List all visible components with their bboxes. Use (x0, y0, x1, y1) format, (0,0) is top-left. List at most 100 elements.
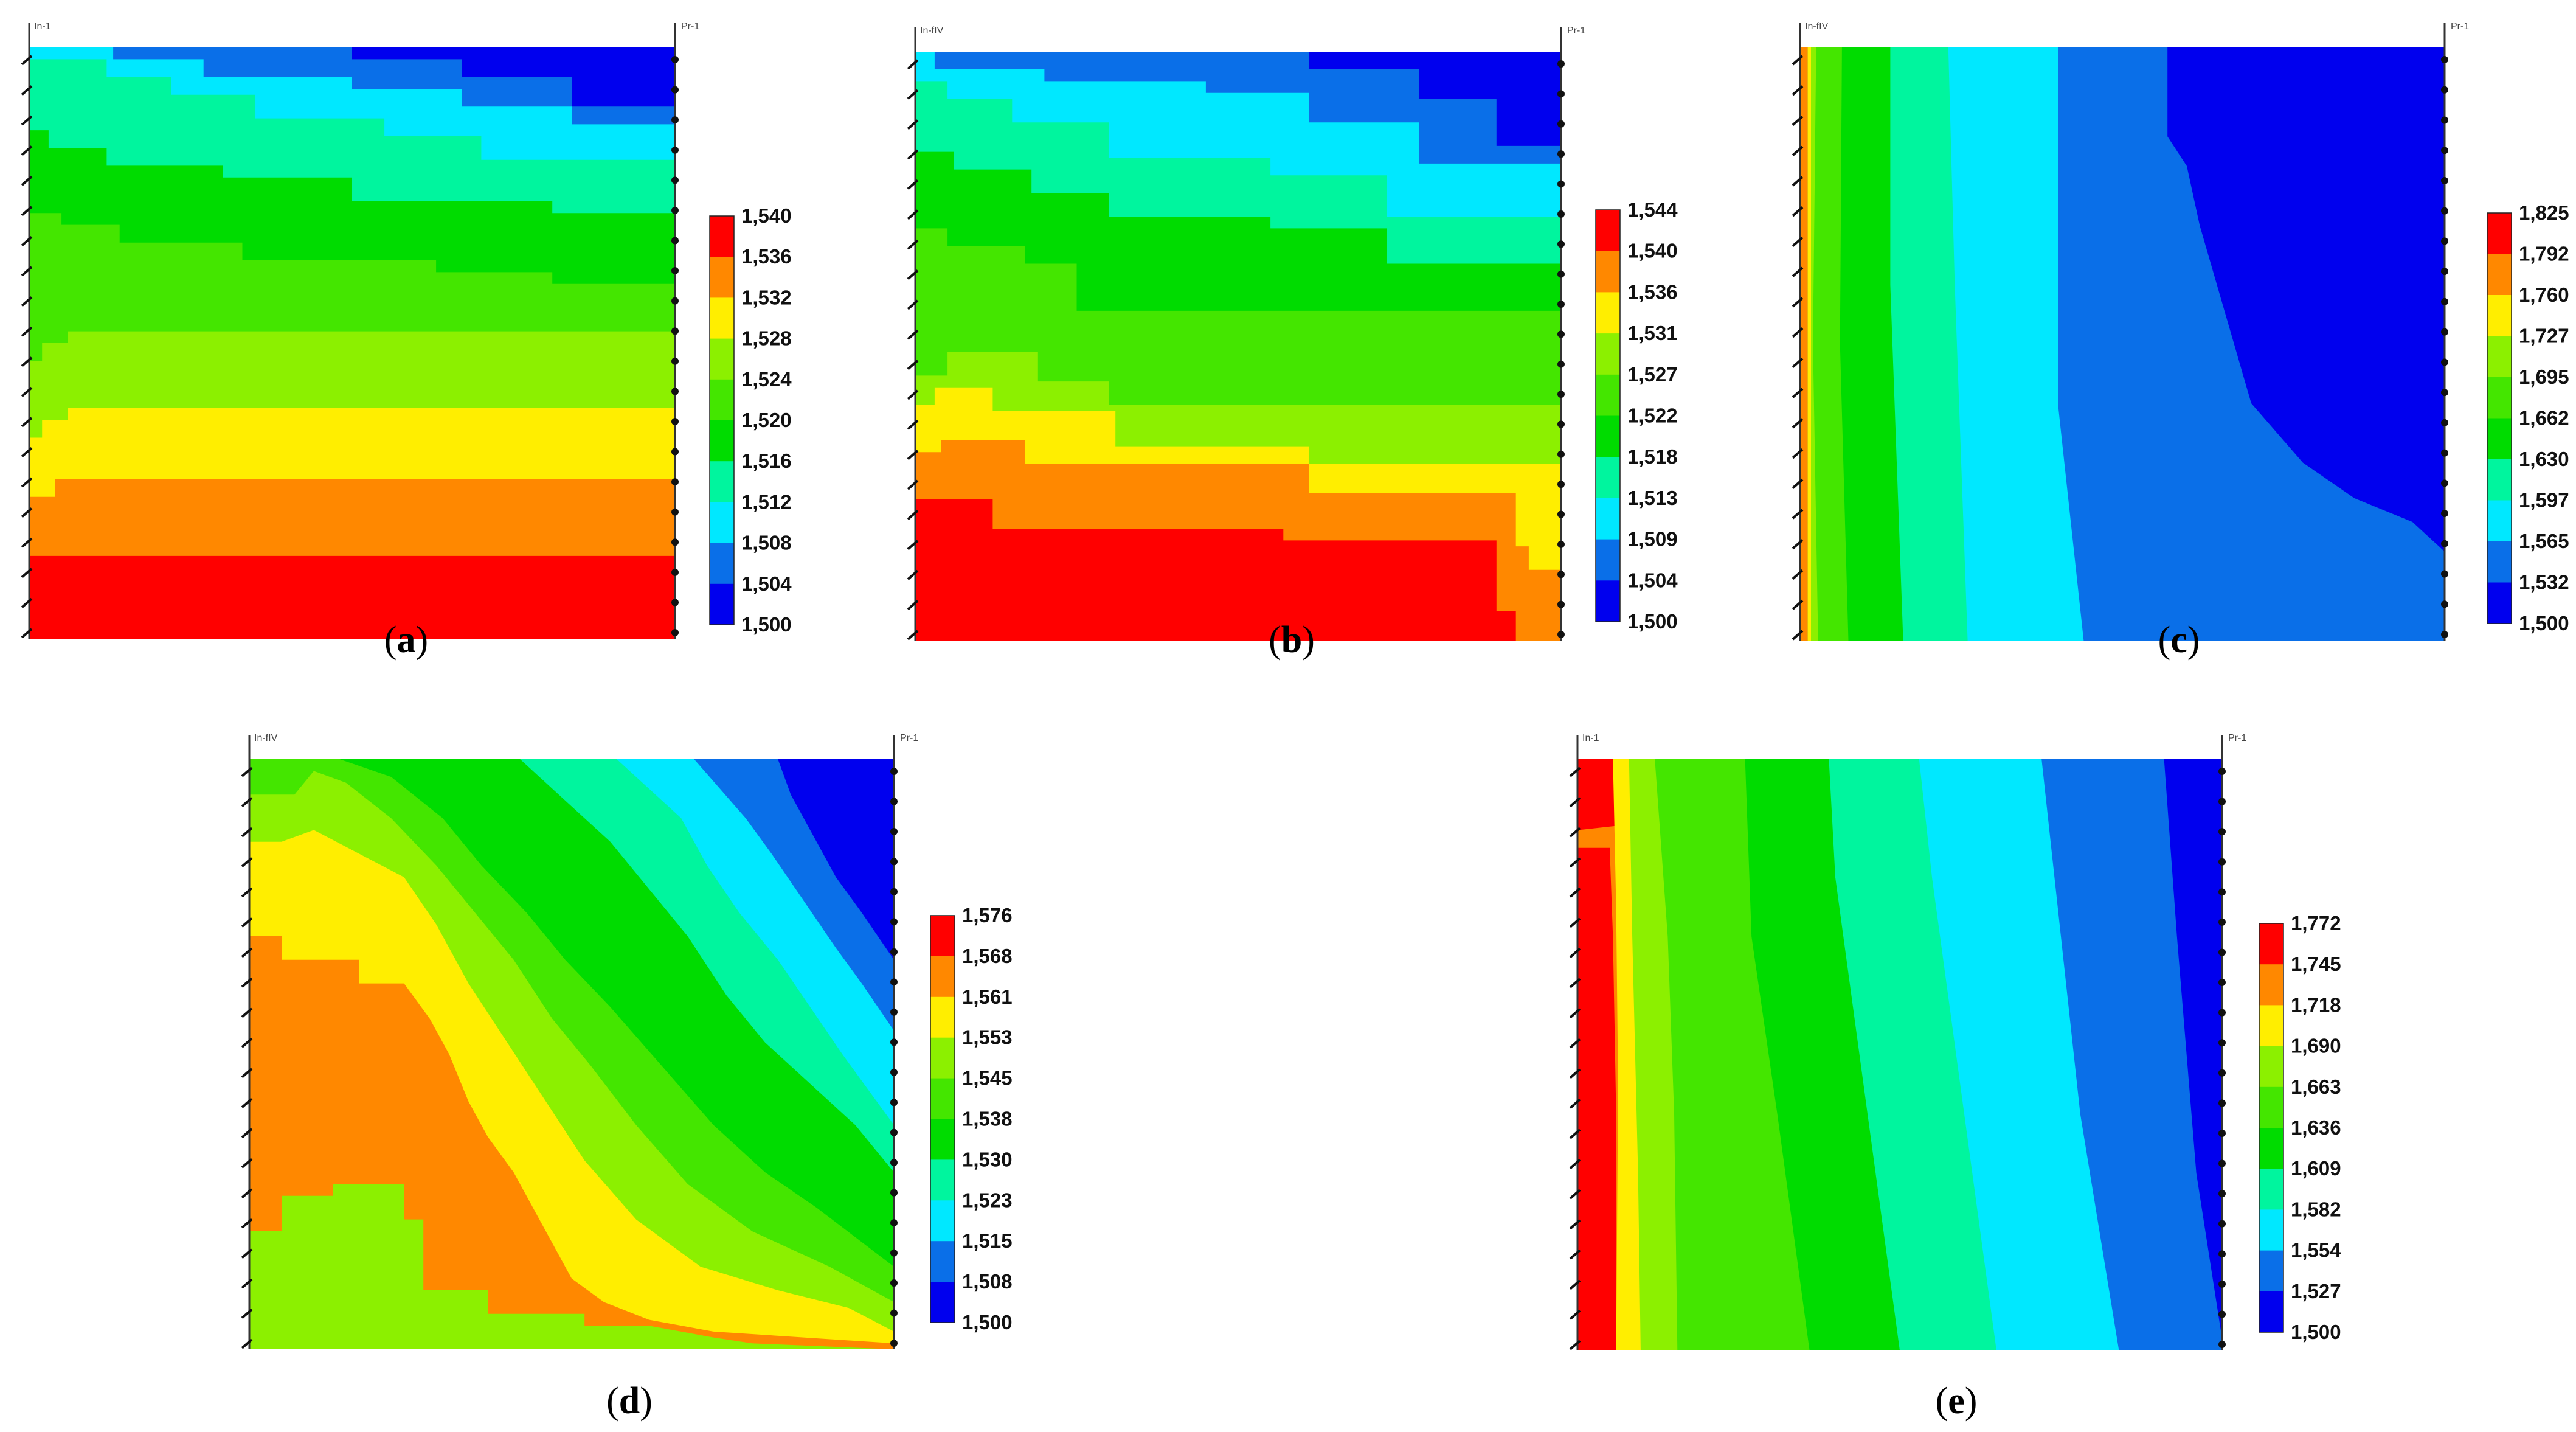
colorbar-segment (1596, 539, 1620, 581)
producer-perforation-mark (1557, 150, 1565, 158)
colorbar-segment (710, 216, 734, 257)
injector-perforation-mark (1569, 1249, 1581, 1260)
producer-perforation-mark (2218, 828, 2226, 836)
producer-perforation-mark (2218, 858, 2226, 866)
producer-perforation-mark (2441, 237, 2448, 245)
colorbar-segment (2487, 254, 2512, 296)
colorbar-tick-label: 1,509 (1627, 528, 1678, 551)
injector-perforation-mark (241, 977, 253, 988)
producer-perforation-mark (1557, 210, 1565, 218)
producer-perforation-mark (1557, 60, 1565, 68)
colorbar-segment (1596, 498, 1620, 540)
producer-perforation-mark (1557, 600, 1565, 608)
colorbar-segment (2487, 336, 2512, 378)
injector-perforation-mark (1792, 478, 1804, 489)
colorbar-segment (2259, 1209, 2283, 1251)
colorbar-segment (2487, 213, 2512, 254)
colorbar-segment (2487, 377, 2512, 419)
injector-perforation-mark (1569, 1279, 1581, 1290)
panel-caption: (e) (1936, 1380, 1978, 1422)
producer-perforation-mark (2218, 768, 2226, 775)
colorbar-tick-label: 1,516 (741, 450, 792, 472)
colorbar-segment (710, 502, 734, 544)
injector-perforation-mark (1569, 1128, 1581, 1139)
colorbar-tick-label: 1,727 (2519, 325, 2569, 347)
producer-well-label: Pr-1 (1567, 26, 1585, 36)
producer-perforation-mark (890, 858, 898, 866)
producer-perforation-mark (671, 116, 679, 124)
injector-perforation-mark (21, 507, 33, 518)
injector-perforation-mark (21, 206, 33, 217)
colorbar-segment (2487, 500, 2512, 542)
injector-perforation-mark (1569, 1038, 1581, 1049)
colorbar-tick-label: 1,528 (741, 327, 792, 350)
panel-b: In-fIV Pr-1 1,544 1,540 1,536 1,531 1,527 1,522… (907, 26, 1678, 661)
producer-perforation-mark (671, 327, 679, 335)
injector-perforation-mark (1569, 978, 1581, 989)
producer-perforation-mark (2218, 1039, 2226, 1047)
colorbar-segment (2487, 295, 2512, 336)
injector-perforation-mark (907, 119, 919, 130)
colorbar-tick-label: 1,745 (2291, 953, 2341, 975)
colorbar-frame (930, 915, 955, 1323)
injector-perforation-mark (21, 145, 33, 156)
injector-perforation-mark (241, 1309, 253, 1319)
producer-perforation-mark (890, 1189, 898, 1197)
producer-perforation-mark (2218, 1250, 2226, 1258)
colorbar-tick-label: 1,538 (962, 1108, 1013, 1130)
producer-perforation-mark (2218, 1069, 2226, 1077)
injector-perforation-mark (1569, 1309, 1581, 1320)
producer-perforation-mark (2218, 1190, 2226, 1198)
injector-perforation-mark (21, 628, 33, 639)
producer-perforation-mark (2218, 1129, 2226, 1137)
injector-perforation-mark (907, 450, 919, 461)
producer-well-label: Pr-1 (900, 733, 918, 743)
producer-perforation-mark (671, 357, 679, 365)
producer-perforation-mark (890, 888, 898, 895)
colorbar-segment (2259, 964, 2283, 1006)
producer-perforation-mark (2218, 1009, 2226, 1017)
panel-caption: (c) (2158, 619, 2200, 661)
injector-perforation-mark (1792, 206, 1804, 217)
injector-perforation-mark (1569, 887, 1581, 898)
injector-perforation-mark (1792, 569, 1804, 580)
injector-perforation-mark (21, 568, 33, 579)
injector-perforation-mark (241, 1278, 253, 1289)
injector-perforation-mark (21, 597, 33, 608)
injector-perforation-mark (1792, 357, 1804, 368)
producer-perforation-mark (890, 1249, 898, 1257)
producer-perforation-mark (671, 417, 679, 425)
colorbar-segment (1596, 292, 1620, 334)
injector-perforation-mark (907, 600, 919, 611)
producer-perforation-mark (890, 798, 898, 805)
producer-perforation-mark (2218, 888, 2226, 896)
panel-a: In-1 Pr-1 1,540 1,536 1,532 1,528 1,524 1,520 1,… (21, 21, 792, 661)
producer-perforation-mark (1557, 120, 1565, 128)
colorbar-tick-label: 1,522 (1627, 405, 1678, 427)
injector-perforation-mark (21, 115, 33, 126)
colorbar-tick-label: 1,540 (1627, 240, 1678, 262)
injector-perforation-mark (1569, 1068, 1581, 1079)
injector-perforation-mark (21, 386, 33, 397)
injector-perforation-mark (1792, 599, 1804, 610)
colorbar-tick-label: 1,663 (2291, 1076, 2341, 1098)
injector-perforation-mark (1569, 917, 1581, 928)
colorbar-tick-label: 1,504 (741, 572, 792, 595)
panel-d: In-fIV Pr-1 1,576 1,568 1,561 1,553 1,545 1,538… (241, 733, 1013, 1422)
colorbar-tick-label: 1,515 (962, 1229, 1013, 1252)
injector-perforation-mark (241, 917, 253, 928)
producer-perforation-mark (671, 237, 679, 245)
colorbar-tick-label: 1,523 (962, 1189, 1013, 1211)
producer-perforation-mark (671, 448, 679, 456)
producer-perforation-mark (2218, 1159, 2226, 1167)
injector-perforation-mark (241, 1128, 253, 1139)
colorbar-tick-label: 1,527 (1627, 363, 1678, 386)
colorbar-tick-label: 1,772 (2291, 912, 2341, 934)
injector-perforation-mark (21, 537, 33, 548)
colorbar-segment (2259, 1086, 2283, 1128)
injector-perforation-mark (21, 85, 33, 96)
injector-perforation-mark (1569, 797, 1581, 808)
producer-perforation-mark (671, 508, 679, 516)
colorbar-segment (710, 543, 734, 585)
